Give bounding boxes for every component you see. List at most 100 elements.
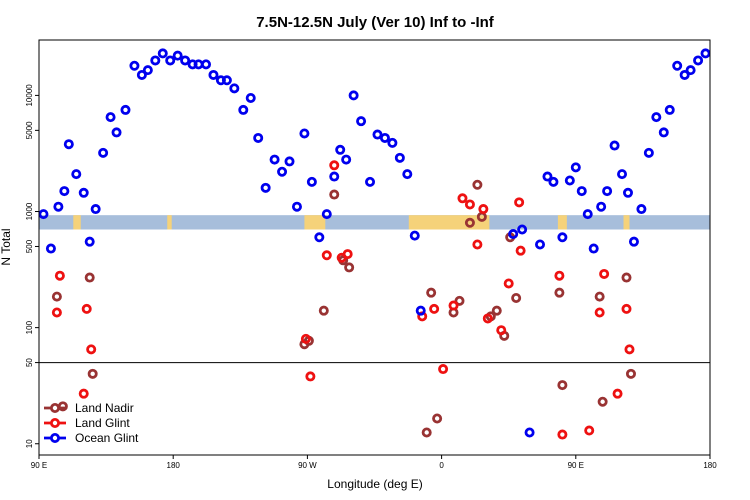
point-land-glint bbox=[612, 388, 623, 399]
point-land-nadir bbox=[87, 368, 98, 379]
point-ocean-glint bbox=[508, 229, 519, 240]
x-tick-label: 90 E bbox=[31, 461, 47, 470]
point-land-glint bbox=[342, 249, 353, 260]
point-land-glint bbox=[515, 245, 526, 256]
y-tick-label: 10000 bbox=[25, 84, 34, 107]
point-ocean-glint bbox=[45, 243, 56, 254]
point-ocean-glint bbox=[221, 75, 232, 86]
point-land-nadir bbox=[472, 179, 483, 190]
point-land-glint bbox=[514, 197, 525, 208]
point-ocean-glint bbox=[277, 166, 288, 177]
point-ocean-glint bbox=[672, 60, 683, 71]
point-ocean-glint bbox=[664, 104, 675, 115]
point-ocean-glint bbox=[394, 152, 405, 163]
y-tick-label: 100 bbox=[25, 320, 34, 334]
x-tick-label: 0 bbox=[439, 461, 444, 470]
point-ocean-glint bbox=[229, 83, 240, 94]
point-land-glint bbox=[496, 325, 507, 336]
point-ocean-glint bbox=[643, 147, 654, 158]
point-ocean-glint bbox=[201, 59, 212, 70]
point-land-nadir bbox=[432, 413, 443, 424]
point-ocean-glint bbox=[53, 201, 64, 212]
point-land-glint bbox=[438, 364, 449, 375]
point-land-glint bbox=[594, 307, 605, 318]
point-land-nadir bbox=[557, 380, 568, 391]
data-points bbox=[38, 48, 711, 440]
point-ocean-glint bbox=[260, 182, 271, 193]
map-band bbox=[39, 215, 710, 230]
point-ocean-glint bbox=[658, 127, 669, 138]
map-ocean-band bbox=[39, 215, 710, 230]
x-axis-label: Longitude (deg E) bbox=[327, 477, 422, 491]
point-ocean-glint bbox=[548, 176, 559, 187]
point-ocean-glint bbox=[150, 55, 161, 66]
x-tick-label: 90 E bbox=[568, 461, 584, 470]
y-tick-label: 1000 bbox=[25, 202, 34, 220]
point-ocean-glint bbox=[157, 48, 168, 59]
point-ocean-glint bbox=[609, 140, 620, 151]
point-ocean-glint bbox=[180, 55, 191, 66]
point-ocean-glint bbox=[172, 50, 183, 61]
map-land-patch bbox=[73, 215, 81, 230]
x-tick-label: 90 W bbox=[298, 461, 317, 470]
point-ocean-glint bbox=[602, 186, 613, 197]
y-axis-ticks: 10 50 100 500 1000 5000 10000 bbox=[25, 84, 39, 448]
y-tick-label: 50 bbox=[25, 358, 34, 367]
point-ocean-glint bbox=[105, 112, 116, 123]
point-land-nadir bbox=[51, 291, 62, 302]
point-ocean-glint bbox=[542, 171, 553, 182]
point-ocean-glint bbox=[387, 137, 398, 148]
point-ocean-glint bbox=[238, 104, 249, 115]
point-land-glint bbox=[78, 388, 89, 399]
point-ocean-glint bbox=[71, 169, 82, 180]
point-ocean-glint bbox=[409, 230, 420, 241]
point-ocean-glint bbox=[557, 232, 568, 243]
point-ocean-glint bbox=[341, 154, 352, 165]
point-ocean-glint bbox=[78, 187, 89, 198]
y-tick-label: 10 bbox=[25, 439, 34, 448]
point-ocean-glint bbox=[98, 147, 109, 158]
point-ocean-glint bbox=[651, 112, 662, 123]
point-ocean-glint bbox=[284, 156, 295, 167]
point-ocean-glint bbox=[291, 201, 302, 212]
point-land-glint bbox=[51, 307, 62, 318]
point-land-glint bbox=[482, 313, 493, 324]
point-ocean-glint bbox=[306, 176, 317, 187]
point-ocean-glint bbox=[63, 139, 74, 150]
point-ocean-glint bbox=[636, 204, 647, 215]
point-ocean-glint bbox=[617, 169, 628, 180]
map-land-patch bbox=[167, 215, 172, 230]
point-ocean-glint bbox=[356, 116, 367, 127]
point-land-glint bbox=[557, 429, 568, 440]
point-land-glint bbox=[86, 344, 97, 355]
point-land-glint bbox=[329, 160, 340, 171]
point-ocean-glint bbox=[576, 186, 587, 197]
x-tick-label: 180 bbox=[167, 461, 181, 470]
chart-title: 7.5N-12.5N July (Ver 10) Inf to -Inf bbox=[256, 14, 495, 31]
point-land-glint bbox=[554, 270, 565, 281]
point-land-glint bbox=[305, 371, 316, 382]
point-ocean-glint bbox=[693, 55, 704, 66]
legend-marker bbox=[50, 432, 61, 443]
point-ocean-glint bbox=[570, 162, 581, 173]
point-land-glint bbox=[321, 250, 332, 261]
point-ocean-glint bbox=[111, 127, 122, 138]
legend-label: Land Glint bbox=[75, 416, 130, 430]
point-ocean-glint bbox=[208, 69, 219, 80]
point-land-nadir bbox=[318, 305, 329, 316]
point-land-nadir bbox=[454, 295, 465, 306]
point-ocean-glint bbox=[348, 90, 359, 101]
point-ocean-glint bbox=[582, 209, 593, 220]
map-land-patch bbox=[623, 215, 630, 230]
point-land-nadir bbox=[421, 427, 432, 438]
point-ocean-glint bbox=[402, 169, 413, 180]
point-land-nadir bbox=[625, 368, 636, 379]
y-tick-label: 500 bbox=[25, 239, 34, 253]
point-land-glint bbox=[599, 268, 610, 279]
point-ocean-glint bbox=[517, 224, 528, 235]
x-tick-label: 180 bbox=[703, 461, 717, 470]
point-land-glint bbox=[621, 303, 632, 314]
legend-marker bbox=[50, 417, 61, 428]
